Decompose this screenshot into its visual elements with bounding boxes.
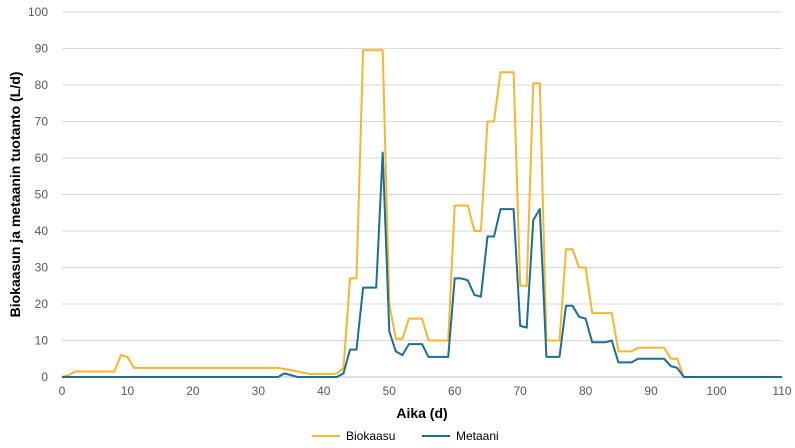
x-tick-label: 70 — [514, 384, 528, 398]
x-axis-title: Aika (d) — [396, 405, 447, 421]
y-tick-label: 60 — [35, 151, 49, 165]
x-tick-label: 40 — [317, 384, 331, 398]
y-tick-label: 100 — [28, 5, 48, 19]
x-tick-label: 30 — [252, 384, 266, 398]
series-lines — [61, 49, 782, 378]
x-tick-label: 20 — [186, 384, 200, 398]
y-tick-label: 0 — [41, 370, 48, 384]
x-tick-label: 90 — [644, 384, 658, 398]
y-tick-label: 70 — [35, 115, 49, 129]
y-tick-label: 90 — [35, 42, 49, 56]
x-tick-label: 80 — [579, 384, 593, 398]
x-tick-label: 50 — [383, 384, 397, 398]
gridlines — [62, 11, 782, 341]
y-axis-title: Biokaasun ja metaanin tuotanto (L/d) — [7, 72, 23, 318]
legend-label-metaani: Metaani — [456, 429, 499, 443]
y-tick-label: 30 — [35, 261, 49, 275]
x-tick-label: 110 — [772, 384, 791, 398]
y-tick-label: 20 — [35, 297, 49, 311]
series-line-metaani — [62, 151, 782, 378]
x-tick-label: 0 — [59, 384, 66, 398]
x-tick-label: 100 — [707, 384, 727, 398]
x-tick-label: 60 — [448, 384, 462, 398]
legend-label-biokaasu: Biokaasu — [346, 429, 395, 443]
legend: Biokaasu Metaani — [312, 429, 499, 443]
x-tick-label: 10 — [121, 384, 135, 398]
y-tick-label: 40 — [35, 224, 49, 238]
y-tick-label: 80 — [35, 78, 49, 92]
x-axis-tick-labels: 0 10 20 30 40 50 60 70 80 90 100 110 — [59, 384, 792, 398]
series-line-biokaasu — [61, 49, 782, 378]
y-axis-tick-labels: 0 10 20 30 40 50 60 70 80 90 100 — [28, 5, 48, 384]
y-tick-label: 10 — [35, 334, 49, 348]
y-tick-label: 50 — [35, 188, 49, 202]
